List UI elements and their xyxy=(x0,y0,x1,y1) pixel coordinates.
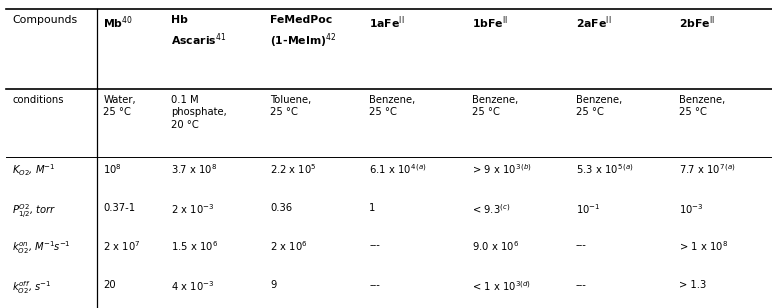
Text: Benzene,
25 °C: Benzene, 25 °C xyxy=(576,95,622,117)
Text: > 9 x $10^{3\,(b)}$: > 9 x $10^{3\,(b)}$ xyxy=(472,163,533,176)
Text: ---: --- xyxy=(369,280,380,290)
Text: 2bFe$^{\rm II}$: 2bFe$^{\rm II}$ xyxy=(679,15,716,31)
Text: Toluene,
25 °C: Toluene, 25 °C xyxy=(270,95,311,117)
Text: 3.7 x $10^{8}$: 3.7 x $10^{8}$ xyxy=(171,163,218,176)
Text: < 9.3$^{(c)}$: < 9.3$^{(c)}$ xyxy=(472,203,511,217)
Text: > 1.3: > 1.3 xyxy=(679,280,706,290)
Text: 2 x $10^{6}$: 2 x $10^{6}$ xyxy=(270,240,308,253)
Text: 9.0 x $10^{6}$: 9.0 x $10^{6}$ xyxy=(472,240,520,253)
Text: Mb$^{40}$: Mb$^{40}$ xyxy=(103,15,134,31)
Text: 0.1 M
phosphate,
20 °C: 0.1 M phosphate, 20 °C xyxy=(171,95,227,130)
Text: ---: --- xyxy=(576,280,587,290)
Text: 2.2 x $10^{5}$: 2.2 x $10^{5}$ xyxy=(270,163,317,176)
Text: 20: 20 xyxy=(103,280,116,290)
Text: 1.5 x $10^{6}$: 1.5 x $10^{6}$ xyxy=(171,240,218,253)
Text: ---: --- xyxy=(369,240,380,249)
Text: Water,
25 °C: Water, 25 °C xyxy=(103,95,136,117)
Text: < 1 x $10^{3(d)}$: < 1 x $10^{3(d)}$ xyxy=(472,280,531,294)
Text: 1bFe$^{\rm II}$: 1bFe$^{\rm II}$ xyxy=(472,15,509,31)
Text: $10^{-1}$: $10^{-1}$ xyxy=(576,203,601,217)
Text: 2 x $10^{-3}$: 2 x $10^{-3}$ xyxy=(171,203,215,217)
Text: 5.3 x $10^{5\,(a)}$: 5.3 x $10^{5\,(a)}$ xyxy=(576,163,634,176)
Text: 0.36: 0.36 xyxy=(270,203,293,213)
Text: Benzene,
25 °C: Benzene, 25 °C xyxy=(472,95,519,117)
Text: Compounds: Compounds xyxy=(12,15,77,25)
Text: Benzene,
25 °C: Benzene, 25 °C xyxy=(369,95,415,117)
Text: $k^{off}_{O2}$, s$^{-1}$: $k^{off}_{O2}$, s$^{-1}$ xyxy=(12,280,52,297)
Text: 6.1 x $10^{4\,(a)}$: 6.1 x $10^{4\,(a)}$ xyxy=(369,163,427,176)
Text: 2aFe$^{\rm II}$: 2aFe$^{\rm II}$ xyxy=(576,15,611,31)
Text: conditions: conditions xyxy=(12,95,64,105)
Text: 7.7 x $10^{7\,(a)}$: 7.7 x $10^{7\,(a)}$ xyxy=(679,163,736,176)
Text: $10^{8}$: $10^{8}$ xyxy=(103,163,122,176)
Text: ---: --- xyxy=(576,240,587,249)
Text: 1aFe$^{\rm II}$: 1aFe$^{\rm II}$ xyxy=(369,15,405,31)
Text: 2 x $10^{7}$: 2 x $10^{7}$ xyxy=(103,240,141,253)
Text: > 1 x $10^{8}$: > 1 x $10^{8}$ xyxy=(679,240,729,253)
Text: FeMedPoc
(1-MeIm)$^{42}$: FeMedPoc (1-MeIm)$^{42}$ xyxy=(270,15,337,50)
Text: Hb
Ascaris$^{41}$: Hb Ascaris$^{41}$ xyxy=(171,15,227,48)
Text: $P_{1/2}^{O2}$, torr: $P_{1/2}^{O2}$, torr xyxy=(12,203,57,221)
Text: 1: 1 xyxy=(369,203,375,213)
Text: Benzene,
25 °C: Benzene, 25 °C xyxy=(679,95,726,117)
Text: 9: 9 xyxy=(270,280,276,290)
Text: $k^{on}_{O2}$, M$^{-1}$s$^{-1}$: $k^{on}_{O2}$, M$^{-1}$s$^{-1}$ xyxy=(12,240,71,257)
Text: 0.37-1: 0.37-1 xyxy=(103,203,136,213)
Text: $10^{-3}$: $10^{-3}$ xyxy=(679,203,704,217)
Text: $K_{O2}$, M$^{-1}$: $K_{O2}$, M$^{-1}$ xyxy=(12,163,56,178)
Text: 4 x $10^{-3}$: 4 x $10^{-3}$ xyxy=(171,280,215,294)
